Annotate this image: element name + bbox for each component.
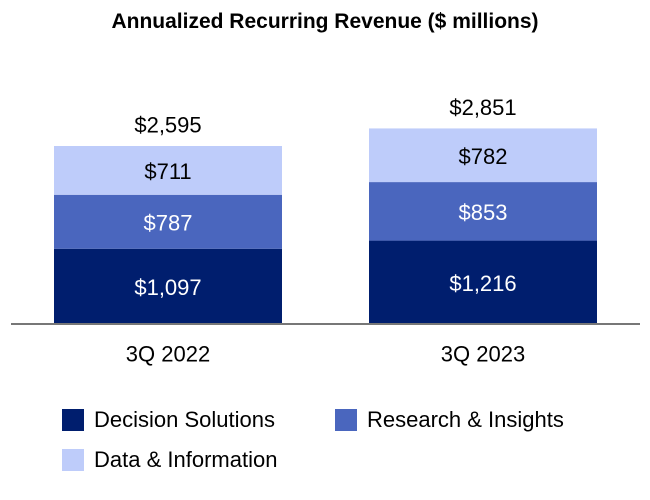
bar-segment <box>54 194 282 249</box>
chart-title: Annualized Recurring Revenue ($ millions… <box>111 10 538 33</box>
bar-segment <box>54 146 282 195</box>
data-label: $1,216 <box>449 271 516 296</box>
legend-swatch-decision-solutions <box>62 409 84 431</box>
legend-item-research-insights: Research & Insights <box>335 407 564 433</box>
bar-segment <box>369 128 597 183</box>
legend-label: Data & Information <box>94 447 278 472</box>
x-tick-label: 3Q 2022 <box>126 342 210 367</box>
data-label: $782 <box>459 144 508 169</box>
data-label: $787 <box>144 210 193 235</box>
total-label: $2,595 <box>134 113 201 138</box>
data-label: $853 <box>459 200 508 225</box>
data-label: $1,097 <box>134 275 201 300</box>
legend-label: Decision Solutions <box>94 407 275 432</box>
legend-swatch-data-information <box>62 449 84 471</box>
total-label: $2,851 <box>449 95 516 120</box>
bar-segment <box>369 240 597 324</box>
data-label: $711 <box>144 159 191 184</box>
bar-segment <box>54 248 282 324</box>
legend-item-data-information: Data & Information <box>62 447 277 473</box>
x-tick-label: 3Q 2023 <box>441 342 525 367</box>
legend-item-decision-solutions: Decision Solutions <box>62 407 275 433</box>
stacked-bar-chart: Annualized Recurring Revenue ($ millions… <box>11 10 640 367</box>
legend-swatch-research-insights <box>335 409 357 431</box>
legend-label: Research & Insights <box>367 407 564 432</box>
bar-segment <box>369 182 597 241</box>
